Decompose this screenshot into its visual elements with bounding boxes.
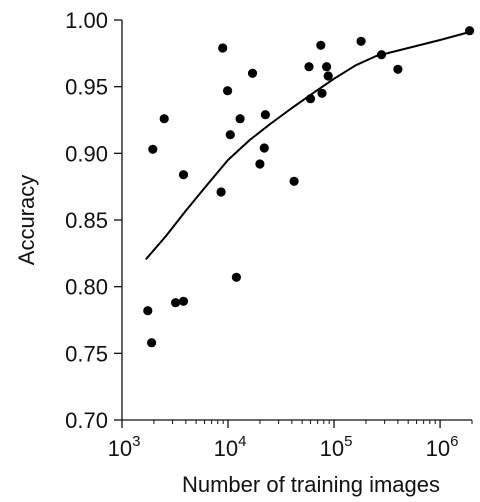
data-point [148, 144, 158, 154]
data-point [393, 64, 403, 74]
y-tick-label: 0.95 [65, 75, 108, 100]
x-tick-base: 10 [320, 436, 344, 461]
x-axis: 103 104 105 106 [108, 419, 473, 461]
x-tick-exponent: 5 [344, 433, 352, 450]
data-point [171, 298, 181, 308]
data-point [259, 143, 269, 153]
data-point [323, 71, 333, 81]
data-point [143, 306, 153, 316]
data-point [356, 36, 366, 46]
data-point [304, 62, 314, 72]
x-tick-exponent: 4 [238, 433, 246, 450]
x-tick-label: 104 [214, 433, 247, 461]
data-point [218, 43, 228, 53]
y-tick-label: 0.75 [65, 341, 108, 366]
x-tick-label: 105 [320, 433, 353, 461]
y-axis-title: Accuracy [14, 175, 39, 265]
data-point [322, 62, 332, 72]
data-point [305, 94, 316, 104]
x-tick-base: 10 [108, 436, 132, 461]
data-point [317, 88, 327, 98]
y-tick-label: 0.85 [65, 208, 108, 233]
data-point [247, 68, 258, 78]
y-tick-label: 0.70 [65, 408, 108, 433]
data-point [225, 130, 235, 140]
data-point [178, 170, 189, 180]
data-points [143, 26, 475, 348]
data-point [159, 114, 169, 124]
x-tick-exponent: 6 [450, 433, 458, 450]
trend-curve-group [145, 31, 471, 260]
data-point [235, 114, 245, 124]
x-tick-exponent: 3 [132, 433, 140, 450]
y-tick-label: 1.00 [65, 8, 108, 33]
data-point [260, 110, 270, 120]
x-tick-base: 10 [214, 436, 238, 461]
data-point [465, 26, 475, 36]
data-point [216, 187, 226, 197]
data-point [316, 40, 326, 50]
data-point [223, 86, 233, 96]
y-tick-label: 0.80 [65, 275, 108, 300]
data-point [178, 296, 189, 306]
data-point [376, 50, 387, 60]
y-axis: 0.70 0.75 0.80 0.85 0.90 0.95 1.00 [65, 8, 123, 433]
data-point [255, 159, 265, 169]
x-tick-label: 103 [108, 433, 141, 461]
x-tick-base: 10 [426, 436, 450, 461]
data-point [289, 176, 299, 186]
data-point [231, 272, 241, 282]
y-tick-label: 0.90 [65, 141, 108, 166]
trend-curve [145, 31, 471, 260]
x-axis-title: Number of training images [182, 472, 440, 497]
data-point [147, 338, 157, 348]
x-tick-label: 106 [426, 433, 459, 461]
